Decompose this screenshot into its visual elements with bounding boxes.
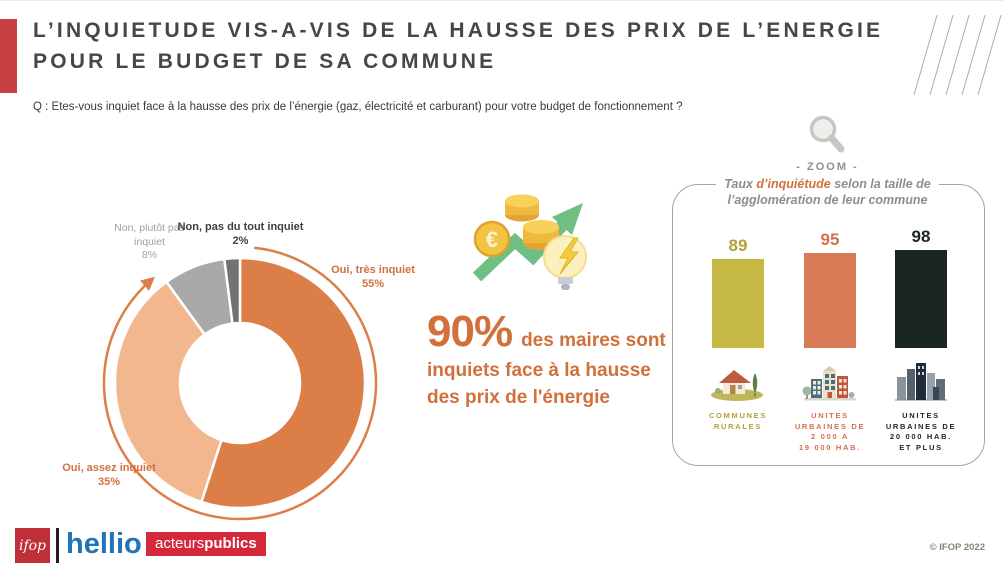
bar-value-label: 98 (911, 227, 931, 246)
diagonal-stripes-icon (913, 14, 1002, 96)
energy-price-rise-icon: € (472, 194, 587, 290)
bar-category-label: UNITES URBAINES DE 2 000 A 19 000 HAB. (795, 411, 865, 453)
magnifier-icon (809, 115, 844, 153)
rural-house-icon (711, 370, 763, 401)
zoom-subtitle: Taux d’inquiétude selon la taille de l’a… (716, 176, 939, 208)
bar-icon-wrap (796, 357, 864, 405)
bar-icon-wrap (887, 357, 955, 405)
donut-label-line: Oui, assez inquiet (62, 462, 156, 474)
bar-rect (712, 259, 764, 348)
donut-segment-3 (222, 256, 242, 325)
ifop-logo: ifop (15, 528, 50, 563)
town-buildings-icon (802, 366, 856, 401)
zoom-subtitle-prefix: Taux (724, 177, 757, 191)
donut-segment-1 (113, 280, 224, 504)
bar-category-line: 19 000 HAB. (798, 442, 862, 452)
bar-column-0: 89 COMMUNES RURALES (686, 224, 790, 432)
page-title: L’INQUIETUDE VIS-A-VIS DE LA HAUSSE DES … (33, 15, 883, 77)
donut-label-line: Non, plutôt pas (114, 222, 185, 234)
bar-column-1: 95 UNITES URBAINES DE 2 000 A 19 000 HAB. (778, 224, 882, 453)
survey-question: Q : Etes-vous inquiet face à la hausse d… (33, 101, 683, 113)
donut-total-arc (102, 246, 378, 521)
key-stat-line2: inquiets face à la hausse (427, 360, 651, 381)
euro-coin-icon: € (473, 220, 511, 258)
acteurs-publics-logo: acteurspublics (146, 532, 266, 556)
donut-label-line: 55% (361, 277, 385, 290)
donut-segment-0 (199, 256, 367, 510)
logo-divider (56, 528, 59, 563)
title-line-2: POUR LE BUDGET DE SA COMMUNE (33, 50, 497, 73)
copyright: © IFOP 2022 (929, 542, 985, 553)
bar-category-line: UNITES (811, 411, 849, 420)
acteurs-logo-text-regular: acteurs (155, 535, 205, 552)
title-accent-bar (0, 19, 17, 93)
svg-text:€: € (486, 227, 498, 252)
key-stat-line1: des maires sont (521, 330, 666, 351)
bar-stack: 95 (804, 224, 856, 348)
ifop-logo-text: ifop (18, 537, 47, 554)
bar-stack: 89 (712, 224, 764, 348)
donut-label-line: Oui, très inquiet (331, 264, 415, 276)
key-stat-value: 90% (427, 307, 513, 356)
hellio-logo: hellio (66, 528, 142, 560)
bar-category-line: COMMUNES (708, 411, 768, 420)
donut-label-line: 8% (141, 249, 158, 261)
zoom-subtitle-line2: l’agglomération de leur commune (727, 193, 928, 207)
zoom-subtitle-highlight: d’inquiétude (756, 177, 831, 191)
bar-value-label: 89 (728, 236, 748, 255)
city-skyline-icon (895, 363, 947, 401)
donut-label-line: 35% (97, 475, 121, 488)
donut-label-line: Non, pas du tout inquiet (177, 221, 304, 233)
donut-chart-section: Oui, très inquiet 55% Oui, assez inquiet 35… (30, 181, 430, 531)
bar-category-line: UNITES (902, 411, 940, 420)
key-stat-line3: des prix de l'énergie (427, 387, 610, 408)
donut-label-2: Non, plutôt pas inquiet 8% (87, 222, 212, 263)
bar-category-line: 20 000 HAB. (889, 432, 953, 441)
bar-category-line: ET PLUS (899, 442, 943, 452)
bar-rect (895, 250, 947, 348)
donut-label-line: 2% (232, 234, 249, 247)
donut-label-0: Oui, très inquiet 55% (308, 264, 438, 291)
bar-category-line: RURALES (713, 421, 763, 431)
bar-chart: 89 COMMUNES RURALES 95 UNITES URBAINES DE 2 … (672, 224, 983, 459)
light-bulb-icon (543, 235, 587, 290)
zoom-label: - ZOOM - (796, 161, 859, 173)
donut-label-line: inquiet (134, 235, 165, 248)
key-stat-text: 90% des maires sont inquiets face à la h… (427, 307, 667, 411)
bar-category-line: URBAINES DE (885, 421, 957, 431)
bar-column-2: 98 UNITES URBAINES DE 20 000 HAB. ET PLUS (869, 224, 973, 453)
bar-category-line: URBAINES DE (794, 421, 866, 431)
zoom-subtitle-suffix: selon la taille de (830, 177, 931, 191)
bar-category-line: 2 000 A (811, 432, 849, 441)
title-line-1: L’INQUIETUDE VIS-A-VIS DE LA HAUSSE DES … (33, 19, 884, 42)
donut-label-3: Non, pas du tout inquiet 2% (163, 221, 318, 248)
acteurs-logo-text-bold: publics (204, 535, 257, 552)
donut-chart (102, 246, 378, 521)
bar-stack: 98 (895, 224, 947, 348)
bar-category-label: COMMUNES RURALES (709, 411, 767, 432)
bar-category-label: UNITES URBAINES DE 20 000 HAB. ET PLUS (886, 411, 956, 453)
bar-rect (804, 253, 856, 348)
bar-value-label: 95 (820, 230, 840, 249)
bar-icon-wrap (704, 357, 772, 405)
donut-label-1: Oui, assez inquiet 35% (44, 462, 174, 489)
zoom-panel-header: - ZOOM - Taux d’inquiétude selon la tail… (672, 113, 983, 209)
